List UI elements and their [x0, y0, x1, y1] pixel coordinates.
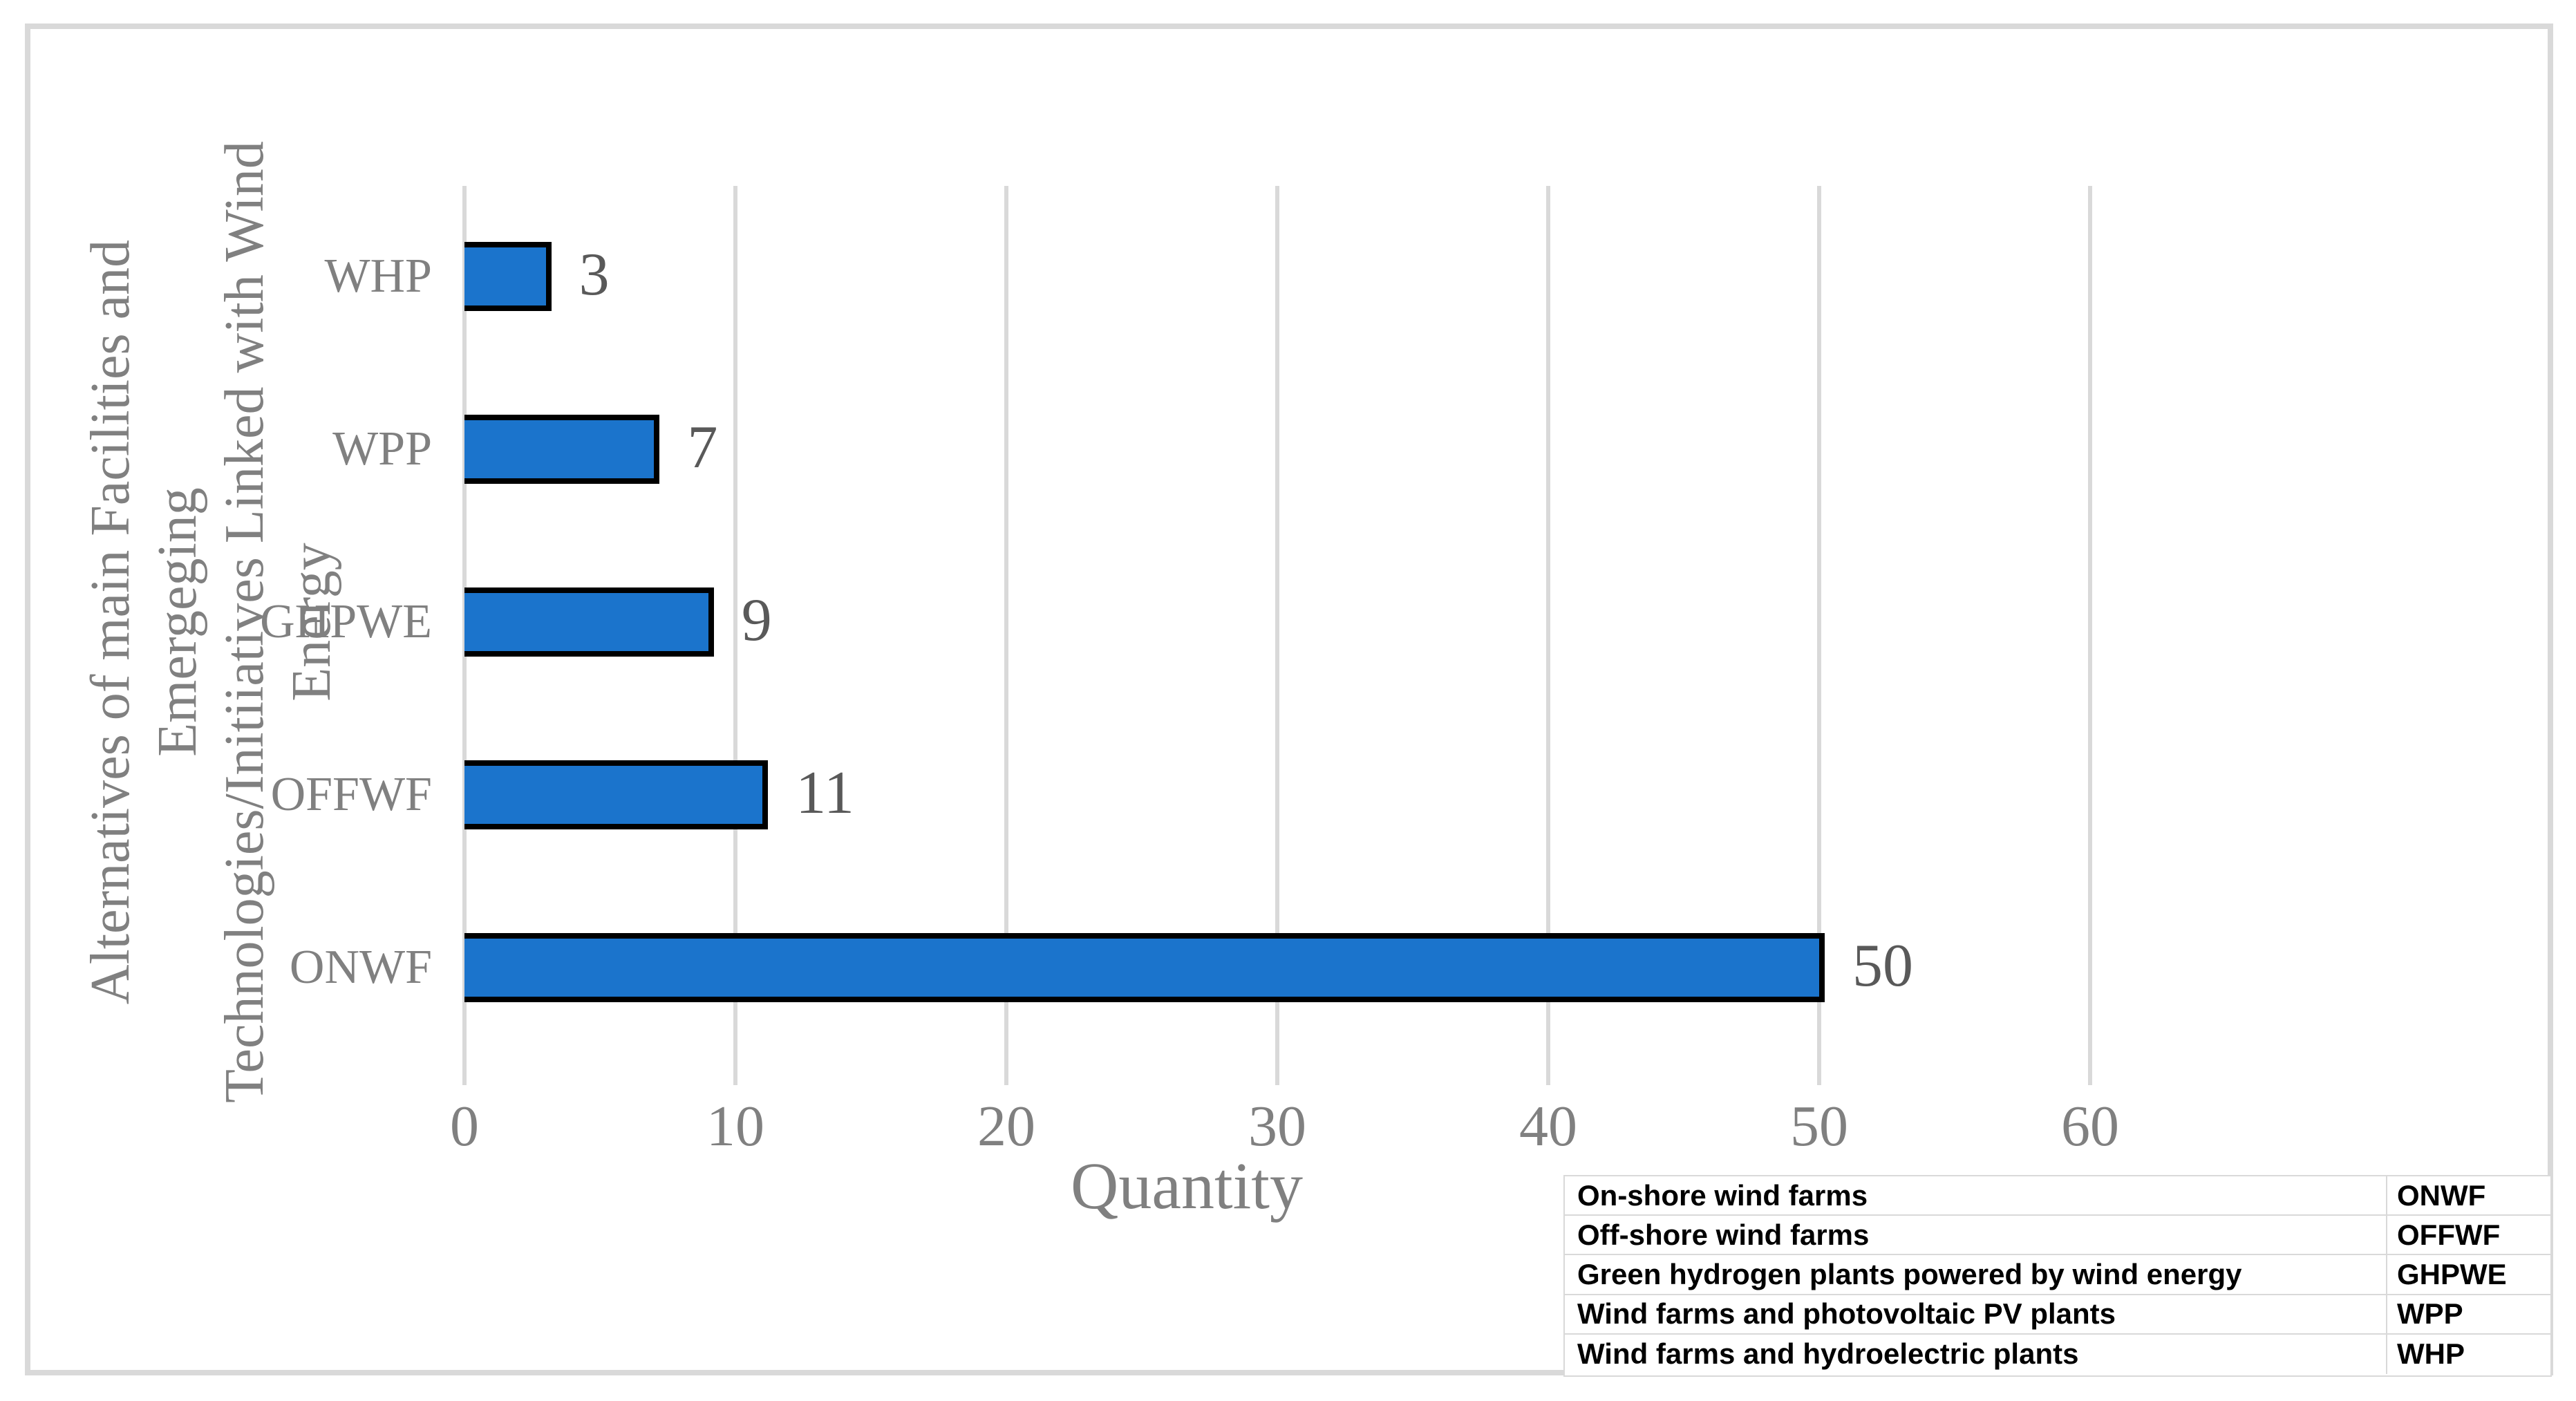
legend-table-row-whp: Wind farms and hydroelectric plants WHP	[1565, 1334, 2550, 1374]
x-axis-title: Quantity	[1071, 1149, 1303, 1223]
value-label-onwf: 50	[1852, 932, 1913, 999]
legend-description-offwf: Off-shore wind farms	[1565, 1216, 2387, 1254]
gridline-x-10	[733, 186, 737, 1085]
legend-description-onwf: On-shore wind farms	[1565, 1176, 2387, 1215]
value-label-ghpwe: 9	[741, 587, 772, 654]
value-label-wpp: 7	[687, 414, 718, 481]
value-label-offwf: 11	[796, 760, 854, 827]
category-label-wpp: WPP	[332, 422, 432, 476]
legend-table: On-shore wind farms ONWF Off-shore wind fa…	[1563, 1175, 2552, 1377]
x-tick-label-40: 40	[1519, 1094, 1577, 1158]
gridline-x-30	[1275, 186, 1279, 1085]
legend-abbreviation-ghpwe: GHPWE	[2397, 1257, 2507, 1290]
bar-ghpwe	[464, 587, 714, 657]
bar-wpp	[464, 415, 660, 484]
bar-onwf	[464, 933, 1825, 1002]
legend-abbreviation-offwf: OFFWF	[2397, 1218, 2501, 1251]
x-tick-label-10: 10	[706, 1094, 764, 1158]
legend-table-row-offwf: Off-shore wind farms OFFWF	[1565, 1216, 2550, 1256]
gridline-x-50	[1817, 186, 1821, 1085]
x-tick-label-20: 20	[977, 1094, 1035, 1158]
legend-abbreviation-wpp: WPP	[2397, 1297, 2463, 1331]
legend-abbreviation-onwf: ONWF	[2397, 1178, 2486, 1212]
legend-table-row-ghpwe: Green hydrogen plants powered by wind en…	[1565, 1255, 2550, 1295]
category-label-offwf: OFFWF	[270, 768, 432, 821]
figure-border	[25, 23, 2553, 1375]
category-label-whp: WHP	[324, 250, 432, 303]
legend-table-row-wpp: Wind farms and photovoltaic PV plants WPP	[1565, 1295, 2550, 1335]
gridline-x-40	[1546, 186, 1550, 1085]
x-tick-label-60: 60	[2061, 1094, 2119, 1158]
value-label-whp: 3	[579, 241, 610, 308]
category-label-ghpwe: GHPWE	[260, 595, 432, 648]
y-axis-title-line-1: Alternatives of main Facilities and Emer…	[80, 239, 208, 1005]
legend-table-row-onwf: On-shore wind farms ONWF	[1565, 1176, 2550, 1216]
category-label-onwf: ONWF	[289, 941, 432, 994]
x-tick-label-0: 0	[450, 1094, 479, 1158]
legend-description-ghpwe: Green hydrogen plants powered by wind en…	[1565, 1255, 2387, 1294]
legend-abbreviation-whp: WHP	[2397, 1337, 2465, 1371]
y-axis-title-line-2: Technologies/Initiiatives Linked with Wi…	[214, 141, 342, 1103]
legend-description-wpp: Wind farms and photovoltaic PV plants	[1565, 1295, 2387, 1333]
gridline-x-60	[2088, 186, 2092, 1085]
bar-whp	[464, 242, 552, 311]
legend-description-whp: Wind farms and hydroelectric plants	[1565, 1334, 2387, 1374]
x-tick-label-30: 30	[1248, 1094, 1306, 1158]
bar-offwf	[464, 760, 769, 829]
y-axis-title: Alternatives of main Facilities and Emer…	[77, 104, 342, 1140]
x-tick-label-50: 50	[1790, 1094, 1848, 1158]
gridline-x-20	[1004, 186, 1008, 1085]
